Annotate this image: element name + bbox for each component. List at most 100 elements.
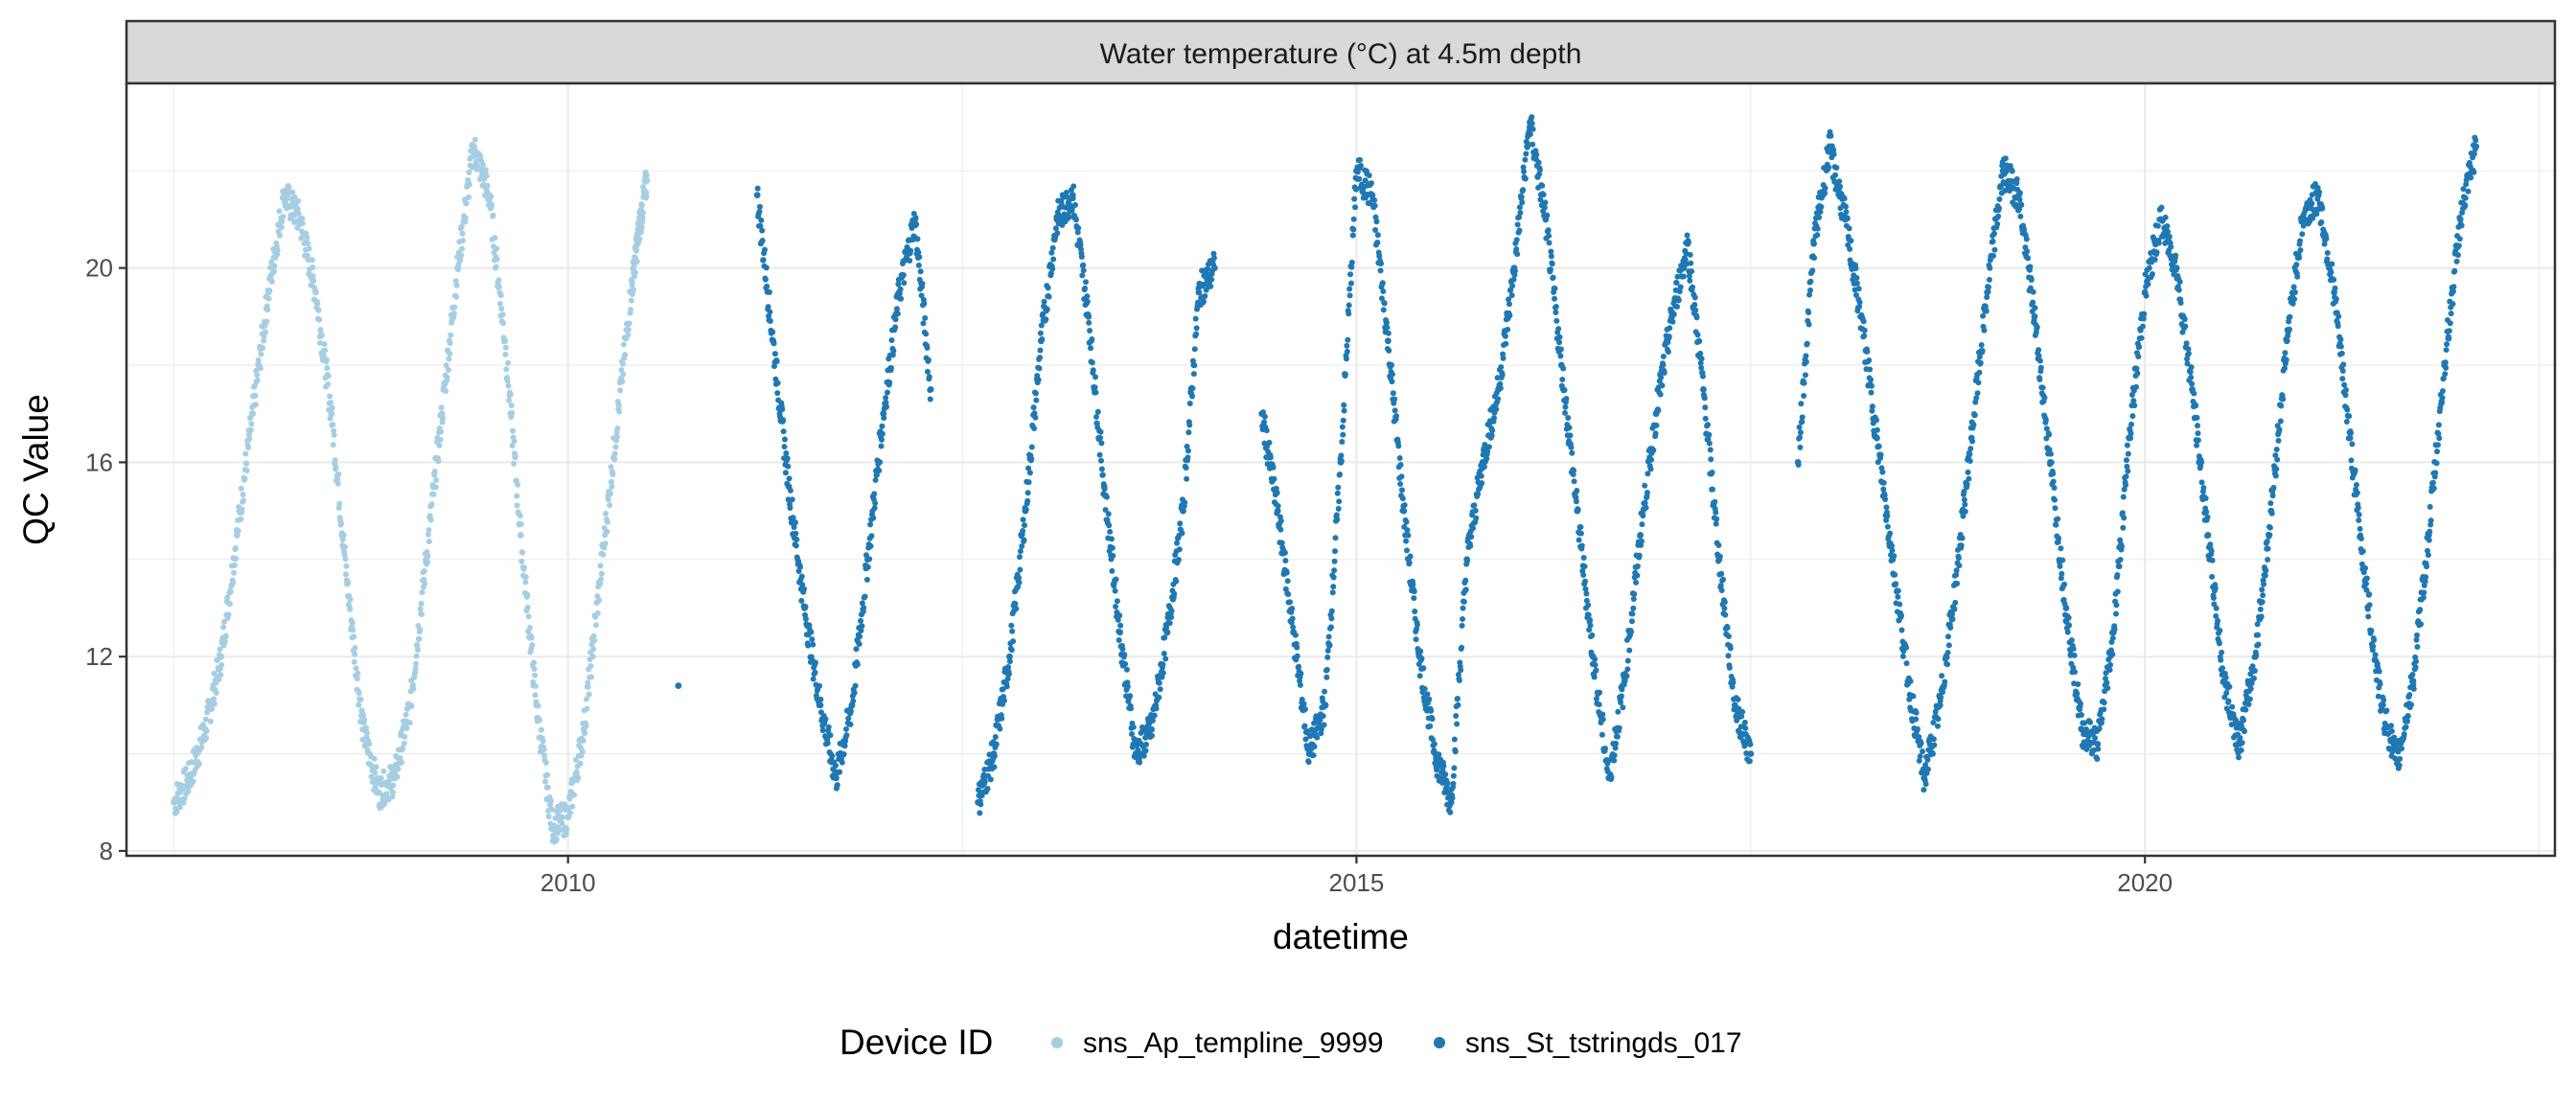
series-1-point <box>563 831 569 838</box>
series-2-point <box>1848 238 1854 244</box>
series-2-point <box>2403 724 2409 730</box>
series-1-point <box>447 340 453 347</box>
series-2-point <box>1552 303 1559 310</box>
series-2-point <box>2130 398 2137 404</box>
series-2-point <box>1436 751 1442 758</box>
series-2-point <box>1513 237 1520 243</box>
series-2-point <box>2036 347 2042 354</box>
series-2-point <box>2146 264 2152 271</box>
series-1-point <box>545 813 552 819</box>
series-2-point <box>2057 563 2063 569</box>
series-2-point <box>1629 610 1636 617</box>
series-2-point <box>2462 195 2469 201</box>
series-2-point <box>918 292 925 299</box>
series-2-point <box>919 280 926 287</box>
series-2-point <box>2023 236 2030 242</box>
series-2-point <box>2343 419 2350 426</box>
series-1-point <box>566 795 573 802</box>
series-1-point <box>207 718 214 724</box>
series-1-point <box>430 491 437 497</box>
series-2-point <box>2188 364 2195 371</box>
series-2-point <box>785 463 792 470</box>
series-2-point <box>1339 424 1346 430</box>
series-2-point <box>1518 194 1525 200</box>
series-1-point <box>498 306 505 312</box>
series-2-point <box>1080 262 1087 268</box>
series-2-point <box>859 600 865 607</box>
series-1-point <box>503 366 510 373</box>
series-2-point <box>1035 377 1042 383</box>
series-2-point <box>1962 508 1968 515</box>
series-2-point <box>1357 156 1364 163</box>
series-1-point <box>626 320 632 327</box>
series-2-point <box>881 415 887 422</box>
series-2-point <box>1553 317 1560 324</box>
series-2-point <box>880 410 887 418</box>
series-2-point <box>1484 455 1490 462</box>
legend-key-series-2 <box>1434 1037 1445 1048</box>
series-1-point <box>580 737 586 744</box>
series-2-point <box>1517 210 1524 217</box>
series-2-point <box>2078 711 2084 718</box>
series-2-point <box>1378 295 1385 302</box>
series-2-point <box>1444 780 1451 787</box>
series-2-point <box>1089 359 1095 366</box>
series-2-point <box>993 741 1000 748</box>
series-1-point <box>310 264 316 271</box>
series-1-point <box>394 773 401 780</box>
series-2-point <box>2277 418 2284 425</box>
series-2-point <box>1511 267 1518 274</box>
series-2-point <box>1263 427 1270 434</box>
series-1-point <box>295 197 302 204</box>
series-2-point <box>767 309 773 315</box>
series-2-point <box>2139 323 2146 330</box>
series-2-point <box>2323 236 2330 242</box>
series-1-point <box>226 601 233 608</box>
series-2-point <box>1302 736 1309 743</box>
series-2-point <box>1418 656 1425 662</box>
series-2-point <box>2114 571 2121 578</box>
series-1-point <box>504 378 511 384</box>
series-1-point <box>418 600 425 607</box>
series-2-point <box>2121 515 2128 521</box>
series-2-point <box>1990 238 1996 244</box>
series-2-point <box>847 708 854 715</box>
series-2-point <box>1260 409 1267 416</box>
series-2-point <box>1652 430 1659 437</box>
series-2-point <box>761 246 768 253</box>
series-1-point <box>603 511 610 518</box>
series-2-point <box>2247 685 2254 692</box>
series-2-point <box>1156 679 1162 686</box>
series-2-point <box>2434 448 2441 455</box>
series-2-point <box>872 476 879 483</box>
series-2-point <box>1725 632 1732 639</box>
series-1-point <box>211 701 218 707</box>
series-1-point <box>399 745 405 751</box>
series-2-point <box>2272 452 2279 459</box>
series-2-point <box>2412 664 2419 671</box>
series-2-point <box>866 556 873 563</box>
series-2-point <box>1455 696 1461 702</box>
series-2-point <box>2329 261 2335 267</box>
series-2-point <box>1416 673 1423 679</box>
series-2-point <box>833 774 840 782</box>
series-1-point <box>312 288 319 296</box>
series-2-point <box>1296 663 1302 670</box>
series-2-point <box>2229 703 2236 710</box>
series-2-point <box>856 641 862 648</box>
series-2-point <box>1724 624 1731 631</box>
series-2-point <box>771 351 778 357</box>
series-1-point <box>560 814 566 820</box>
series-2-point <box>1634 572 1641 579</box>
series-2-point <box>1951 606 1958 612</box>
series-2-point <box>790 515 796 521</box>
series-2-point <box>1294 644 1300 651</box>
series-2-point <box>1537 196 1544 203</box>
series-2-point <box>834 782 840 789</box>
series-2-point <box>2456 236 2463 242</box>
series-1-point <box>608 490 614 496</box>
series-2-point <box>1713 520 1719 527</box>
series-2-point <box>1806 287 1813 293</box>
series-2-point <box>1062 204 1069 211</box>
series-2-point <box>1916 733 1922 740</box>
